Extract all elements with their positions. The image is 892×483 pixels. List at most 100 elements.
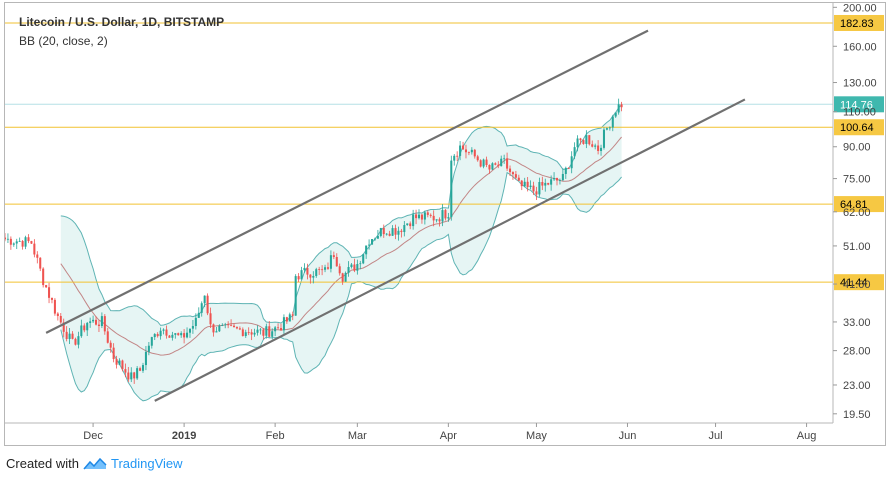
candle-body <box>594 145 597 147</box>
candle-body <box>221 325 224 326</box>
y-tick-label: 62.00 <box>843 207 871 219</box>
candle-body <box>579 138 582 141</box>
chart-title: Litecoin / U.S. Dollar, 1D, BITSTAMP <box>19 15 225 29</box>
level-label: 64.81 <box>840 199 868 211</box>
candle-body <box>488 164 491 170</box>
candle-body <box>514 174 517 178</box>
bollinger-lower <box>60 171 622 402</box>
candle-body <box>206 295 209 314</box>
candle-body <box>171 334 174 338</box>
candle-body <box>373 238 376 240</box>
candle-body <box>224 324 227 326</box>
candle-body <box>139 368 142 371</box>
candle-body <box>544 182 547 186</box>
candle-body <box>9 238 12 245</box>
candle-body <box>326 267 330 269</box>
candle-body <box>159 330 162 337</box>
candle-body <box>127 372 130 380</box>
candlestick-chart[interactable]: 182.83 100.64 64.81 41.44 114.76 Dec 2019 Feb M… <box>3 2 885 445</box>
candle-body <box>503 158 506 160</box>
candle-body <box>338 266 341 274</box>
candle-body <box>235 327 238 329</box>
candle-body <box>250 332 253 335</box>
candle-body <box>89 321 92 323</box>
candle-body <box>382 228 385 235</box>
candle-body <box>103 316 106 332</box>
candle-body <box>353 264 356 271</box>
candle-body <box>262 329 265 336</box>
candle-body <box>97 324 100 327</box>
candle-body <box>247 332 250 334</box>
candle-body <box>200 303 203 313</box>
y-tick-label: 200.00 <box>843 3 877 14</box>
candle-body <box>553 177 556 180</box>
candle-body <box>27 237 30 242</box>
candle-body <box>191 326 194 329</box>
candle-body <box>212 324 215 333</box>
candle-body <box>83 325 86 331</box>
bollinger-band <box>60 104 622 402</box>
candle-body <box>144 351 147 366</box>
y-axis: 200.00 160.00 130.00 110.00 90.00 75.00 62.00 5… <box>832 2 877 423</box>
candle-body <box>39 257 42 269</box>
candle-body <box>180 333 183 336</box>
candle-body <box>253 332 256 335</box>
candle-body <box>429 214 432 216</box>
candle-body <box>30 241 33 244</box>
y-tick-label: 160.00 <box>843 41 877 53</box>
candle-body <box>359 263 362 265</box>
candle-body <box>376 235 379 239</box>
y-tick-label: 23.00 <box>843 380 871 392</box>
candle-body <box>309 274 312 278</box>
x-tick-label: 2019 <box>172 430 196 442</box>
candle-body <box>517 177 520 181</box>
candle-body <box>215 331 218 333</box>
tradingview-brand[interactable]: TradingView <box>110 456 183 471</box>
created-with-text: Created with <box>6 456 79 471</box>
candle-body <box>136 368 139 379</box>
candle-body <box>397 230 400 235</box>
candle-body <box>306 267 309 275</box>
candle-body <box>432 215 435 221</box>
candle-body <box>203 295 206 304</box>
candle-body <box>147 345 150 352</box>
candle-body <box>558 180 561 182</box>
candle-body <box>94 319 98 325</box>
level-label: 41.44 <box>840 277 868 289</box>
candle-body <box>497 164 500 167</box>
candle-body <box>538 182 541 195</box>
candle-body <box>100 316 103 327</box>
candle-body <box>118 360 121 365</box>
candle-body <box>459 145 462 156</box>
candle-body <box>391 228 394 236</box>
bollinger-band-fill <box>60 104 622 401</box>
candle-body <box>350 264 353 268</box>
candle-body <box>294 276 297 316</box>
horizontal-levels: 182.83 100.64 64.81 41.44 114.76 <box>5 14 884 291</box>
candle-body <box>341 273 344 282</box>
x-axis: Dec 2019 Feb Mar Apr May Jun Jul Aug <box>5 422 833 442</box>
candle-body <box>279 328 283 331</box>
candle-body <box>532 185 535 192</box>
last-price-label-bg <box>834 96 884 113</box>
candle-body <box>412 214 415 227</box>
indicator-label: BB (20, close, 2) <box>19 34 108 48</box>
candle-body <box>485 159 488 165</box>
candle-body <box>174 333 177 335</box>
candle-body <box>585 135 588 144</box>
candle-body <box>162 329 165 331</box>
chart-frame[interactable]: 182.83 100.64 64.81 41.44 114.76 Dec 2019 Feb M… <box>3 2 886 446</box>
candle-body <box>614 112 617 117</box>
y-tick-label: 51.00 <box>843 241 871 253</box>
level-label-bg <box>834 274 884 291</box>
candle-body <box>62 322 65 332</box>
candle-body <box>438 219 441 222</box>
y-tick-label: 75.00 <box>843 174 871 186</box>
x-tick-label: Mar <box>348 430 367 442</box>
candle-body <box>312 275 315 278</box>
candle-body <box>567 167 570 169</box>
x-tick-label: Feb <box>266 430 285 442</box>
candle-body <box>141 365 145 371</box>
level-label: 100.64 <box>840 122 874 134</box>
candle-body <box>600 147 603 151</box>
